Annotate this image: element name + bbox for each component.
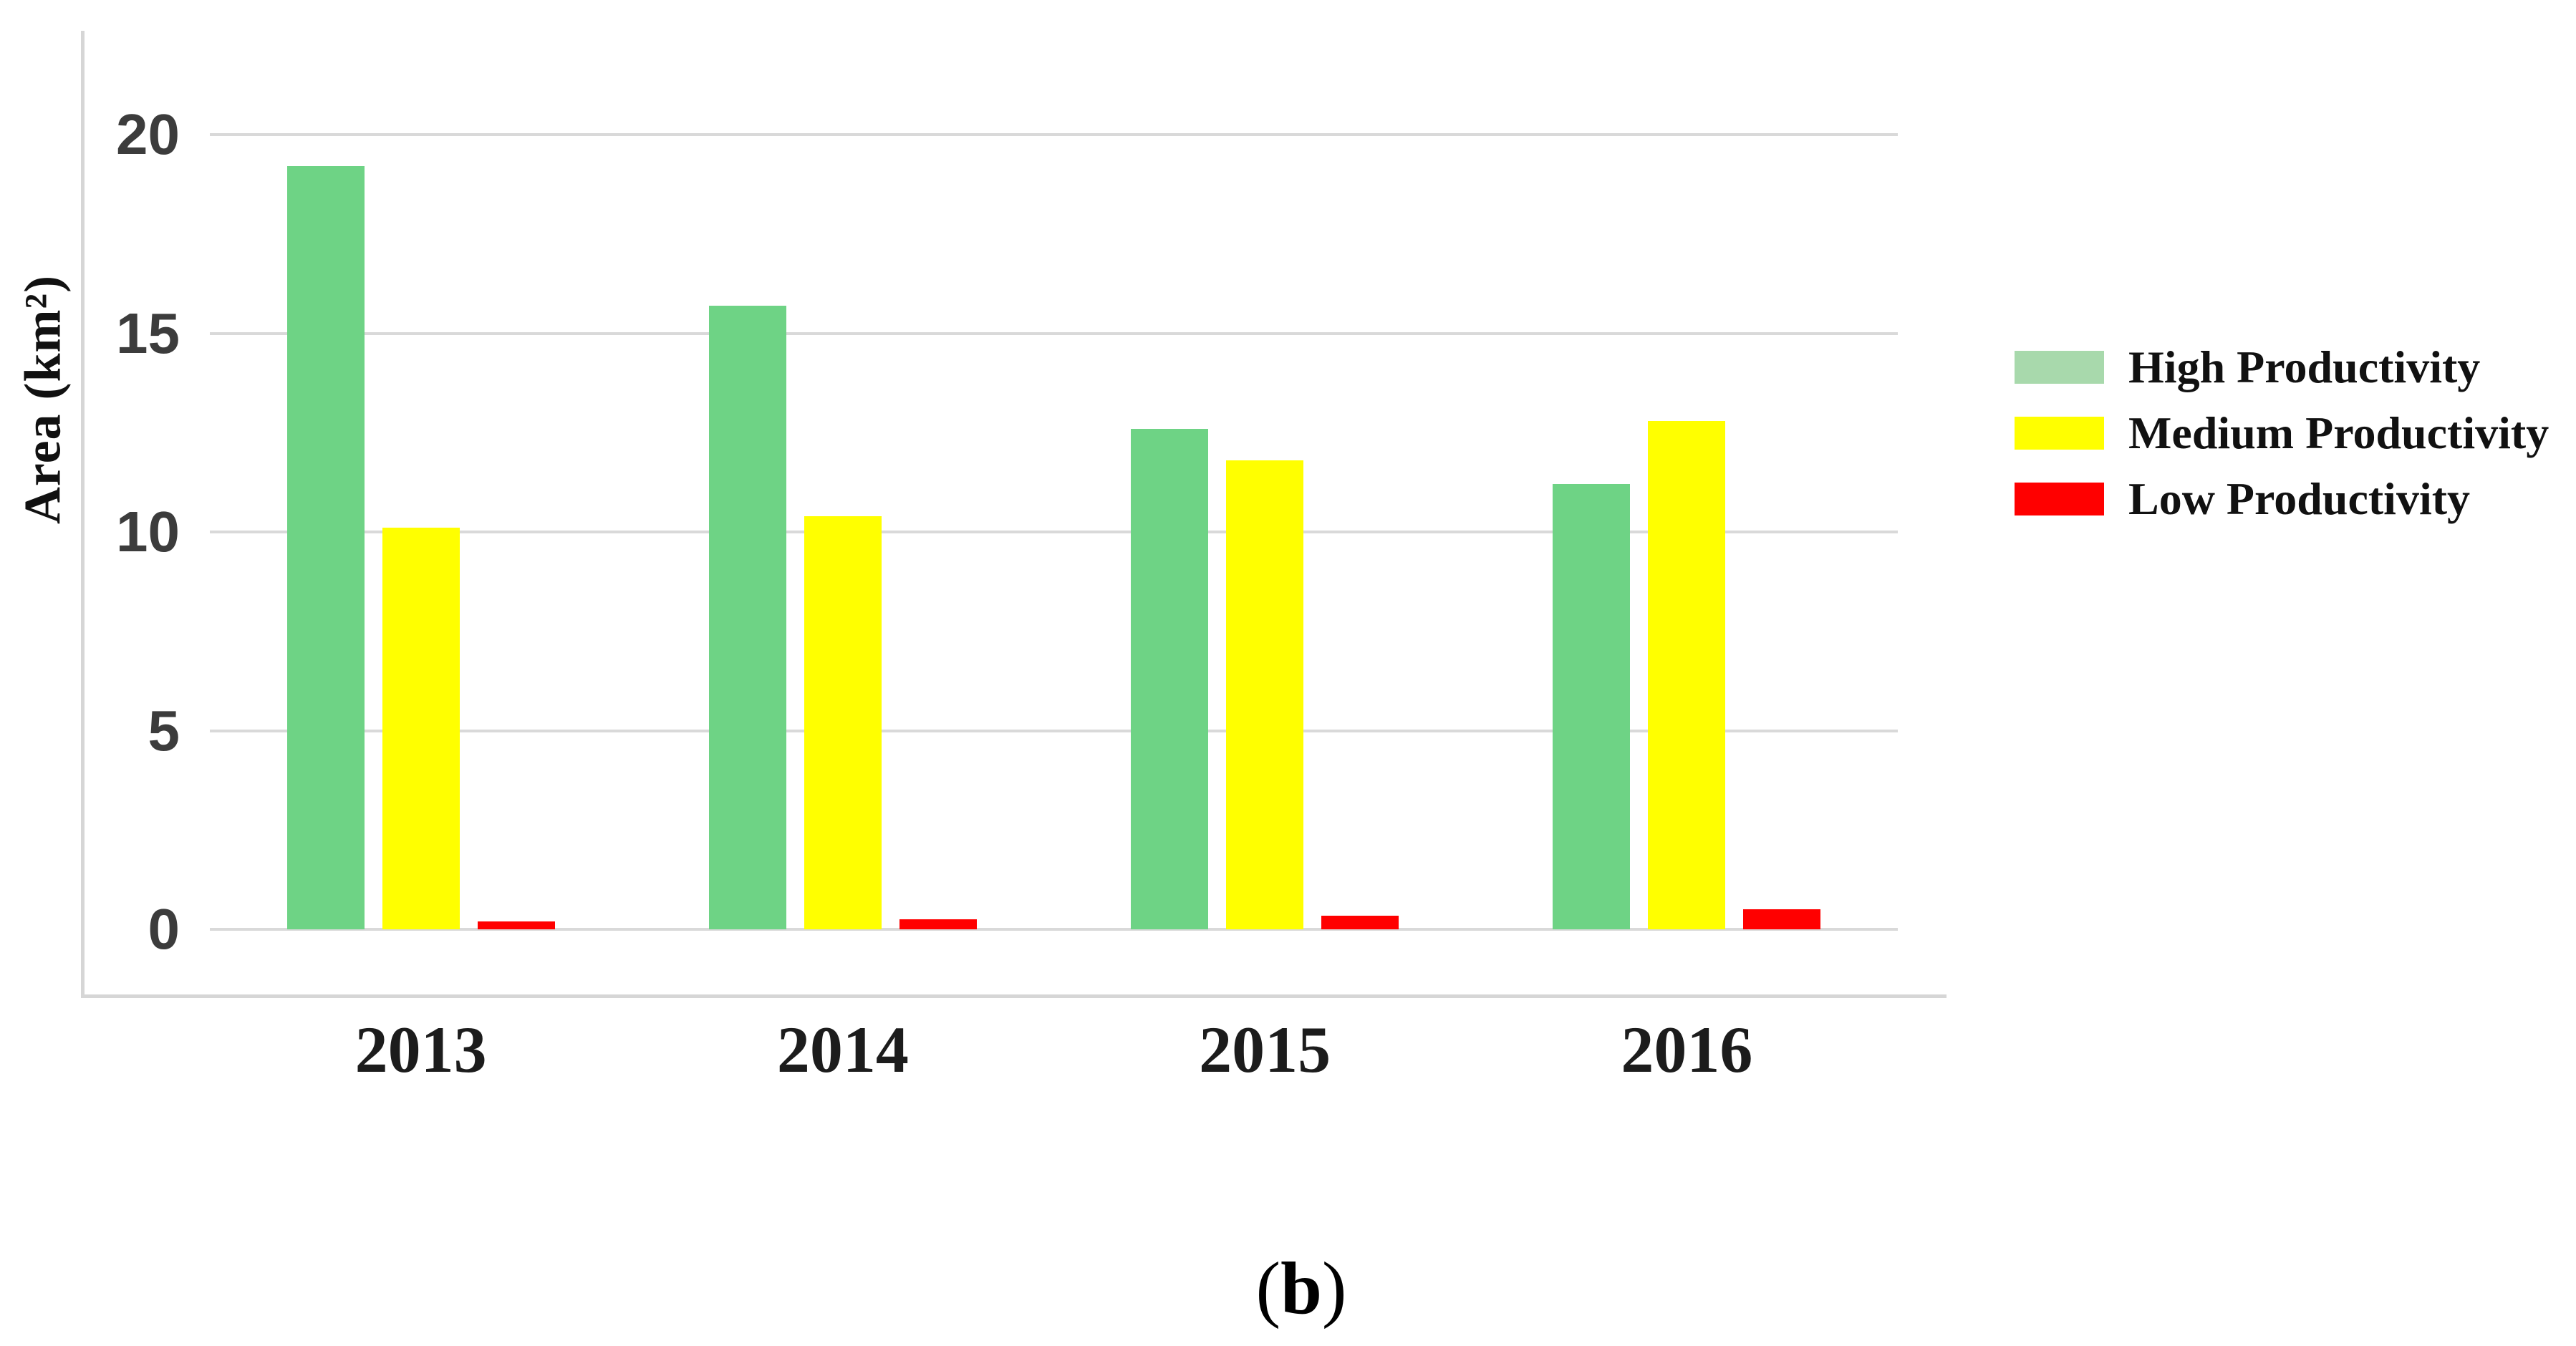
legend-label-medium-productivity: Medium Productivity — [2128, 407, 2550, 458]
x-tick-label-2015: 2015 — [1199, 1013, 1331, 1086]
y-tick-label-0: 0 — [148, 897, 180, 961]
bar-2016-high-productivity — [1553, 484, 1631, 929]
figure-caption: (b) — [1255, 1251, 1346, 1326]
legend-label-low-productivity: Low Productivity — [2128, 473, 2471, 524]
gridline-15 — [210, 331, 1898, 335]
caption-letter: b — [1280, 1247, 1322, 1330]
y-tick-label-5: 5 — [148, 698, 180, 762]
bar-2013-medium-productivity — [382, 528, 460, 929]
bar-2016-low-productivity — [1743, 909, 1821, 929]
bar-2014-low-productivity — [899, 919, 977, 929]
bar-2013-low-productivity — [477, 921, 555, 929]
x-tick-label-2016: 2016 — [1621, 1013, 1753, 1086]
x-tick-label-2013: 2013 — [354, 1013, 487, 1086]
gridline-10 — [210, 531, 1898, 533]
bar-2015-medium-productivity — [1226, 460, 1304, 929]
x-tick-label-2014: 2014 — [776, 1013, 909, 1086]
bar-2015-high-productivity — [1131, 429, 1209, 929]
figure-bottom-border — [81, 994, 1947, 998]
legend: High Productivity Medium Productivity Low … — [2015, 334, 2549, 532]
legend-swatch-low-productivity — [2015, 483, 2104, 515]
y-tick-label-10: 10 — [116, 500, 180, 563]
legend-swatch-high-productivity — [2015, 351, 2104, 384]
caption-paren-open: ( — [1255, 1247, 1281, 1330]
plot-area: 0 5 10 15 20 2013 2014 2015 2016 — [116, 106, 1898, 1083]
legend-row-low-productivity: Low Productivity — [2015, 466, 2549, 532]
bar-2015-low-productivity — [1321, 916, 1399, 929]
caption-paren-close: ) — [1321, 1247, 1347, 1330]
bar-2016-medium-productivity — [1648, 421, 1726, 929]
legend-row-high-productivity: High Productivity — [2015, 334, 2549, 400]
legend-label-high-productivity: High Productivity — [2128, 342, 2481, 392]
y-tick-label-20: 20 — [116, 102, 180, 166]
bar-2014-high-productivity — [708, 306, 786, 929]
bar-2014-medium-productivity — [804, 516, 882, 929]
figure-left-border — [81, 31, 85, 997]
gridline-5 — [210, 729, 1898, 732]
bar-2013-high-productivity — [286, 166, 365, 929]
legend-row-medium-productivity: Medium Productivity — [2015, 400, 2549, 466]
gridline-20 — [210, 133, 1898, 136]
y-tick-label-15: 15 — [116, 301, 180, 365]
gridline-0 — [210, 928, 1898, 931]
legend-swatch-medium-productivity — [2015, 417, 2104, 450]
